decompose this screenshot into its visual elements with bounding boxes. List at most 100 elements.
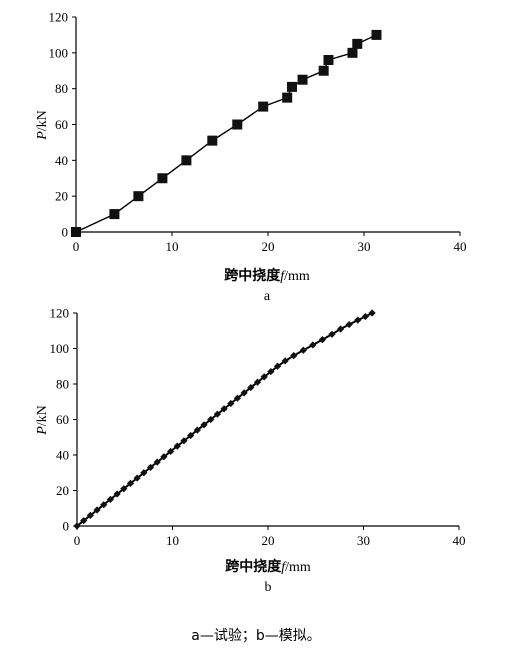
data-point xyxy=(153,458,161,466)
series-line xyxy=(75,34,377,233)
data-point xyxy=(166,447,175,456)
chart-a-x-var: f xyxy=(280,269,286,284)
chart-b-x-label-cn: 跨中挠度 xyxy=(225,558,282,575)
data-point xyxy=(133,191,144,202)
chart-b-y-axis-label: P/kN xyxy=(35,405,50,436)
data-point xyxy=(73,522,81,530)
chart-a-panel-label: a xyxy=(264,289,271,304)
data-point xyxy=(80,517,88,525)
data-point xyxy=(160,453,168,461)
data-point xyxy=(352,38,363,49)
data-point xyxy=(93,506,101,514)
data-point xyxy=(336,325,345,333)
x-tick-label: 10 xyxy=(166,239,179,254)
y-tick-label: 40 xyxy=(56,448,69,463)
data-point xyxy=(173,442,181,450)
x-tick-label: 10 xyxy=(166,533,179,548)
x-tick-label: 20 xyxy=(262,533,275,548)
y-tick-label: 120 xyxy=(50,306,70,321)
data-point xyxy=(253,378,262,386)
data-point xyxy=(180,437,188,445)
data-point xyxy=(233,394,242,402)
data-point xyxy=(299,346,307,354)
chart-a-x-unit: /mm xyxy=(284,269,310,284)
chart-a-y-ticks: 0 20 40 60 80 100 120 xyxy=(49,10,76,240)
data-point xyxy=(126,479,135,487)
x-tick-label: 0 xyxy=(74,533,81,548)
data-point xyxy=(260,373,268,381)
x-tick-label: 30 xyxy=(358,239,371,254)
data-point xyxy=(86,511,94,519)
data-point xyxy=(371,29,382,40)
y-tick-label: 60 xyxy=(55,117,68,132)
chart-b-y-ticks: 0 20 40 60 80 100 120 xyxy=(50,306,77,534)
data-point xyxy=(187,431,195,440)
chart-b-y-var: P xyxy=(35,426,50,436)
x-tick-label: 20 xyxy=(262,239,275,254)
chart-b-series-points xyxy=(73,309,376,530)
data-point xyxy=(281,357,289,365)
data-point xyxy=(157,173,168,184)
data-point xyxy=(71,227,81,237)
data-point xyxy=(227,399,235,408)
data-point xyxy=(318,336,327,344)
chart-a-x-label-cn: 跨中挠度 xyxy=(224,267,281,284)
data-point xyxy=(309,341,317,349)
data-point xyxy=(318,65,329,76)
data-point xyxy=(297,74,308,85)
data-point xyxy=(106,495,115,503)
y-tick-label: 100 xyxy=(50,341,70,356)
chart-b-x-unit: /mm xyxy=(285,560,311,575)
data-point xyxy=(273,362,282,370)
chart-a-series-points xyxy=(71,29,382,237)
y-tick-label: 100 xyxy=(49,45,69,60)
data-point xyxy=(282,92,293,103)
figure-caption: a—试验；b—模拟。 xyxy=(191,628,320,644)
x-tick-label: 40 xyxy=(454,239,467,254)
data-point xyxy=(290,352,298,360)
series-line xyxy=(76,312,373,527)
chart-a-series-line xyxy=(75,34,377,233)
data-point xyxy=(213,410,221,418)
data-point xyxy=(181,155,192,166)
y-tick-label: 0 xyxy=(62,225,69,240)
chart-a-y-var: P xyxy=(35,131,50,141)
data-point xyxy=(109,209,120,220)
data-point xyxy=(100,501,108,509)
data-point xyxy=(287,81,297,92)
y-tick-label: 120 xyxy=(49,10,69,25)
data-point xyxy=(258,101,269,112)
chart-b-axes xyxy=(76,313,459,527)
chart-b-series-line xyxy=(76,312,373,527)
data-point xyxy=(200,421,208,429)
data-point xyxy=(354,316,362,324)
chart-a-x-ticks: 0 10 20 30 40 xyxy=(73,232,467,254)
chart-b-x-axis-label: 跨中挠度f/mm xyxy=(225,558,311,575)
data-point xyxy=(368,309,376,317)
data-point xyxy=(193,426,201,434)
x-tick-label: 0 xyxy=(73,239,80,254)
data-point xyxy=(345,320,353,329)
data-point xyxy=(207,135,218,146)
data-point xyxy=(207,415,215,424)
x-tick-label: 40 xyxy=(453,533,466,548)
y-tick-label: 20 xyxy=(56,483,69,498)
y-tick-label: 80 xyxy=(56,377,69,392)
data-point xyxy=(220,405,228,413)
data-point xyxy=(267,367,275,376)
data-point xyxy=(247,383,255,392)
chart-b-x-var: f xyxy=(281,560,287,575)
y-tick-label: 0 xyxy=(63,519,70,534)
data-point xyxy=(361,312,370,321)
data-point xyxy=(113,490,121,498)
data-point xyxy=(328,330,336,338)
chart-a-x-axis-label: 跨中挠度f/mm xyxy=(224,267,310,284)
data-point xyxy=(323,55,334,65)
data-point xyxy=(133,474,141,482)
chart-b-y-unit: /kN xyxy=(35,405,50,426)
data-point xyxy=(140,469,148,477)
y-tick-label: 80 xyxy=(55,81,68,96)
